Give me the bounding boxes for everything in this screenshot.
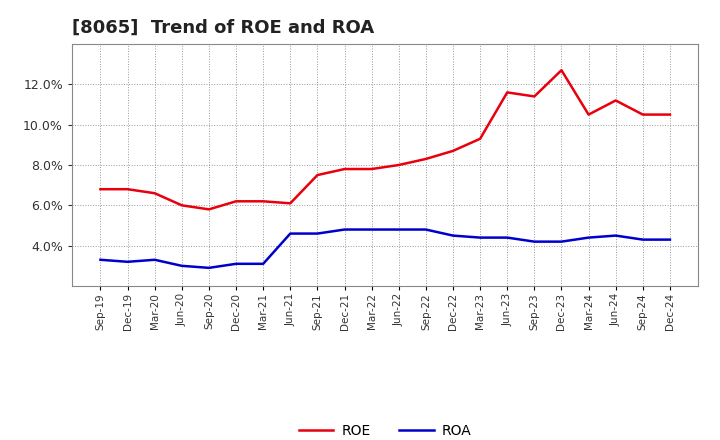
ROA <box>367 227 376 232</box>
ROE <box>232 199 240 204</box>
ROA <box>178 263 186 268</box>
ROE <box>476 136 485 141</box>
ROE <box>639 112 647 117</box>
ROE <box>259 199 268 204</box>
ROA <box>449 233 457 238</box>
ROA <box>665 237 674 242</box>
Text: [8065]  Trend of ROE and ROA: [8065] Trend of ROE and ROA <box>72 19 374 37</box>
ROA <box>123 259 132 264</box>
ROE <box>96 187 105 192</box>
ROA <box>503 235 511 240</box>
ROE <box>611 98 620 103</box>
ROA <box>557 239 566 244</box>
ROA <box>96 257 105 262</box>
Line: ROA: ROA <box>101 230 670 268</box>
ROE <box>313 172 322 178</box>
ROA <box>286 231 294 236</box>
ROE <box>530 94 539 99</box>
ROE <box>286 201 294 206</box>
ROA <box>341 227 349 232</box>
ROA <box>395 227 403 232</box>
ROA <box>421 227 430 232</box>
ROE <box>367 166 376 172</box>
ROE <box>150 191 159 196</box>
ROA <box>476 235 485 240</box>
ROA <box>584 235 593 240</box>
ROE <box>204 207 213 212</box>
ROA <box>530 239 539 244</box>
ROA <box>204 265 213 271</box>
ROE <box>584 112 593 117</box>
ROE <box>123 187 132 192</box>
ROA <box>150 257 159 262</box>
ROE <box>421 156 430 161</box>
ROE <box>557 68 566 73</box>
ROA <box>313 231 322 236</box>
ROE <box>503 90 511 95</box>
ROE <box>341 166 349 172</box>
ROE <box>449 148 457 154</box>
Line: ROE: ROE <box>101 70 670 209</box>
ROA <box>259 261 268 267</box>
ROA <box>611 233 620 238</box>
ROE <box>395 162 403 168</box>
ROA <box>639 237 647 242</box>
ROE <box>665 112 674 117</box>
ROE <box>178 203 186 208</box>
ROA <box>232 261 240 267</box>
Legend: ROE, ROA: ROE, ROA <box>293 419 477 440</box>
